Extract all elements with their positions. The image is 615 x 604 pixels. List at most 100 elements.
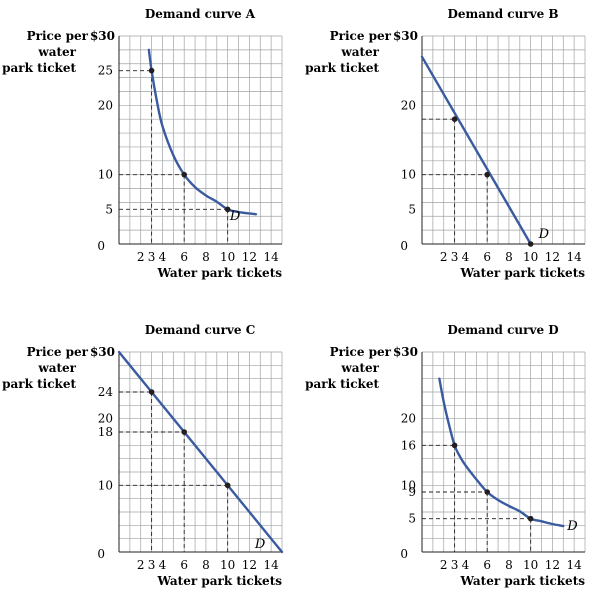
data-point: [484, 171, 491, 178]
y-tick-label: 5: [105, 202, 113, 216]
x-tick-label: 4: [159, 250, 167, 264]
x-tick-label: 2: [440, 250, 448, 264]
x-tick-label: 4: [159, 558, 167, 572]
guide-lines: [422, 174, 488, 244]
x-tick-label: 8: [202, 558, 210, 572]
data-point: [181, 171, 187, 178]
chart-panel-2: Demand curve B Price per water park ticket $…: [305, 7, 586, 280]
y-tick-label: 5: [408, 202, 416, 216]
x-tick-label: 3: [148, 250, 156, 264]
y-tick-label-top: $30: [393, 29, 418, 43]
origin-label: 0: [97, 547, 105, 561]
y-axis-label-line: Price per: [27, 345, 89, 359]
guide-lines: [422, 491, 488, 552]
data-point: [527, 515, 534, 522]
origin-label: 0: [400, 547, 408, 561]
curve-label: D: [254, 537, 266, 552]
x-axis-label: Water park tickets: [156, 266, 282, 280]
x-axis-label: Water park tickets: [156, 574, 282, 588]
y-axis-label: Price per water park ticket: [2, 29, 89, 75]
data-point: [148, 389, 155, 395]
y-axis-label-line: park ticket: [305, 377, 379, 391]
origin-label: 0: [400, 239, 408, 253]
chart-panel-3: Demand curve C Price per water park ticket $…: [2, 323, 284, 588]
x-tick-label: 6: [483, 558, 491, 572]
guide-lines: [119, 431, 185, 552]
chart-title: Demand curve D: [447, 323, 558, 337]
guide-lines: [422, 444, 456, 552]
curve-label: D: [538, 227, 550, 242]
grid-lines: [422, 351, 586, 552]
x-tick-label: 8: [505, 558, 513, 572]
y-axis-label-line: water: [340, 45, 379, 59]
y-tick-label: 5: [408, 512, 416, 526]
demand-curve-line: [420, 55, 532, 246]
y-tick-label: 24: [98, 385, 114, 399]
chart-title: Demand curve A: [145, 7, 256, 21]
y-tick-label-top: $30: [393, 345, 418, 359]
y-axis-label-line: water: [37, 361, 76, 375]
grid-lines: [119, 35, 283, 244]
x-tick-label: 4: [462, 250, 470, 264]
x-axis-label: Water park tickets: [459, 574, 585, 588]
y-axis-label-line: water: [340, 361, 379, 375]
y-tick-label: 10: [401, 478, 416, 492]
y-axis-label-line: park ticket: [2, 61, 76, 75]
x-tick-label: 14: [566, 250, 582, 264]
grid-lines: [422, 35, 586, 244]
x-axis-label: Water park tickets: [459, 266, 585, 280]
chart-panel-4: Demand curve D Price per water park ticket $…: [305, 323, 586, 588]
y-axis-label-line: park ticket: [305, 61, 379, 75]
data-point: [451, 442, 458, 449]
guide-lines: [422, 518, 532, 552]
x-tick-label: 10: [220, 250, 235, 264]
x-tick-label: 12: [242, 558, 257, 572]
chart-title: Demand curve B: [447, 7, 558, 21]
demand-curve-line: [117, 350, 284, 554]
chart-panel-1: Demand curve A Price per water park ticket $…: [2, 7, 283, 280]
y-tick-label: 9: [408, 485, 416, 499]
x-tick-label: 12: [545, 250, 560, 264]
y-axis-label: Price per water park ticket: [2, 345, 89, 391]
y-tick-label: 10: [401, 168, 416, 182]
y-tick-label: 18: [98, 425, 113, 439]
x-tick-label: 3: [451, 250, 459, 264]
y-axis-label-line: Price per: [27, 29, 89, 43]
x-tick-label: 6: [180, 250, 188, 264]
y-tick-label: 20: [401, 98, 416, 112]
y-tick-label-top: $30: [90, 345, 115, 359]
data-point: [224, 482, 231, 489]
curve-label: D: [229, 209, 241, 224]
x-tick-label: 4: [462, 558, 470, 572]
guide-lines: [119, 208, 229, 244]
demand-curve-line: [147, 48, 258, 216]
y-tick-label-top: $30: [90, 29, 115, 43]
guide-lines: [119, 391, 153, 552]
y-axis-label-line: park ticket: [2, 377, 76, 391]
x-tick-label: 8: [202, 250, 210, 264]
y-tick-label: 20: [401, 412, 416, 426]
x-tick-label: 10: [220, 558, 235, 572]
x-tick-label: 2: [440, 558, 448, 572]
x-tick-label: 8: [505, 250, 513, 264]
y-tick-label: 10: [98, 478, 113, 492]
data-point: [148, 67, 155, 74]
demand-curve-line: [438, 377, 565, 528]
guide-lines: [119, 174, 185, 244]
chart-title: Demand curve C: [145, 323, 256, 337]
y-tick-label: 20: [98, 412, 113, 426]
x-tick-label: 10: [523, 558, 538, 572]
x-tick-label: 14: [566, 558, 582, 572]
x-tick-label: 3: [148, 558, 156, 572]
data-point: [484, 489, 491, 495]
y-axis-label: Price per water park ticket: [305, 345, 392, 391]
origin-label: 0: [97, 239, 105, 253]
guide-lines: [422, 118, 456, 244]
y-axis-label-line: water: [37, 45, 76, 59]
x-tick-label: 3: [451, 558, 459, 572]
y-axis-label-line: Price per: [330, 345, 392, 359]
x-tick-label: 2: [137, 250, 145, 264]
y-tick-label: 10: [98, 168, 113, 182]
data-point: [181, 429, 187, 435]
